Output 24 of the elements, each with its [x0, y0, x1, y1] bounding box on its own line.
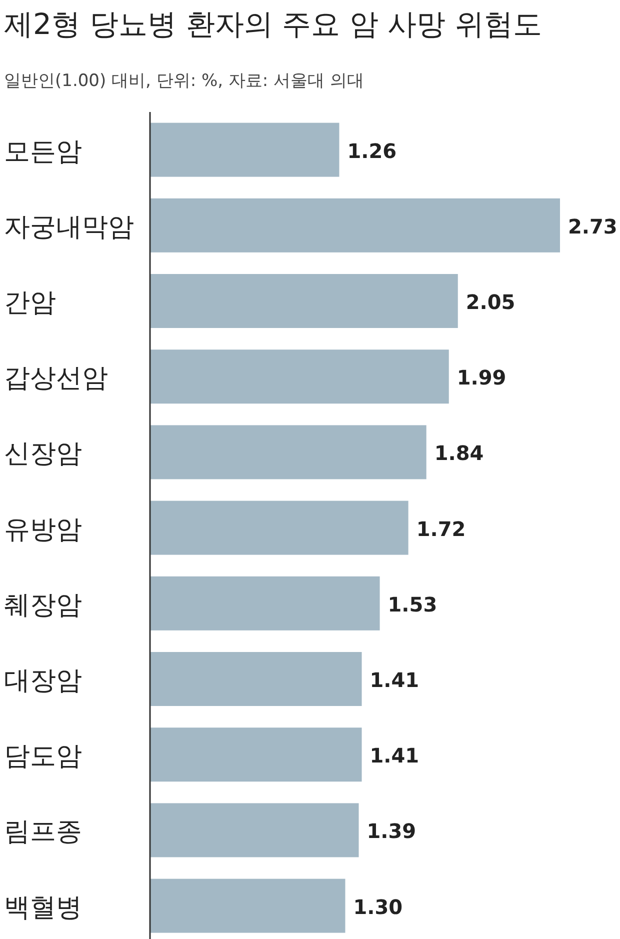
data-label: 2.05 — [466, 290, 516, 314]
category-label: 췌장암 — [4, 590, 82, 620]
subtitle: 일반인(1.00) 대비, 단위: %, 자료: 서울대 의대 — [4, 71, 364, 91]
data-label: 2.73 — [568, 214, 618, 238]
category-label: 담도암 — [4, 742, 82, 772]
category-label: 유방암 — [4, 514, 82, 545]
category-label: 신장암 — [4, 439, 82, 470]
data-label: 1.53 — [388, 592, 438, 616]
category-label: 백혈병 — [4, 892, 82, 923]
category-label: 자궁내막암 — [4, 212, 134, 242]
data-label: 1.39 — [366, 819, 416, 844]
title: 제2형 당뇨병 환자의 주요 암 사망 위험도 — [4, 7, 542, 41]
data-label: 1.30 — [353, 894, 403, 919]
category-label: 간암 — [4, 288, 56, 318]
data-label: 1.41 — [370, 668, 420, 692]
category-label: 림프종 — [4, 817, 82, 848]
data-label: 1.72 — [416, 516, 466, 541]
data-label: 1.41 — [370, 744, 420, 768]
data-label: 1.84 — [434, 441, 484, 466]
category-label: 대장암 — [4, 666, 82, 696]
category-label: 갑상선암 — [4, 364, 108, 394]
data-label: 1.99 — [456, 366, 506, 390]
category-label: 모든암 — [4, 136, 82, 167]
data-label: 1.26 — [347, 138, 397, 163]
